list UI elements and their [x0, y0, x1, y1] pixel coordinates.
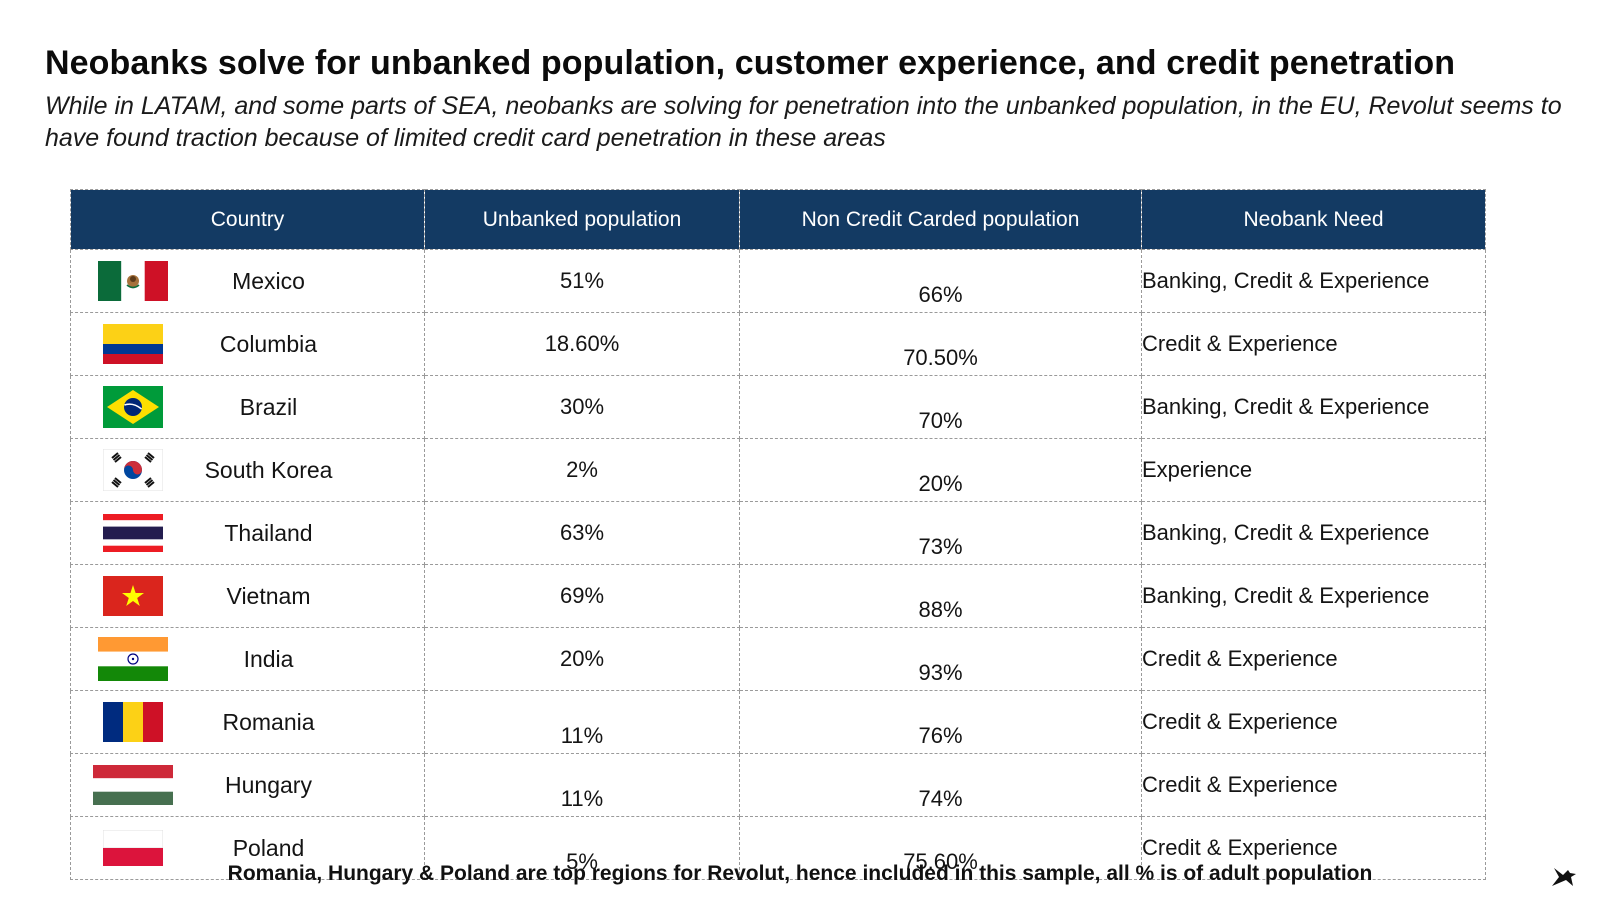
non-credit-carded-value: 66% [739, 249, 1142, 313]
country-name: South Korea [204, 456, 333, 483]
table-header-row: Country Unbanked population Non Credit C… [70, 189, 1486, 250]
colombia-flag-icon [93, 322, 173, 366]
page-title: Neobanks solve for unbanked population, … [45, 44, 1456, 82]
unbanked-value: 2% [424, 438, 740, 502]
non-credit-carded-value: 88% [739, 564, 1142, 628]
country-cell: Mexico [70, 249, 425, 313]
thailand-flag-icon [93, 511, 173, 555]
neobank-need-value: Banking, Credit & Experience [1141, 564, 1486, 628]
neobank-need-table: Country Unbanked population Non Credit C… [70, 189, 1486, 880]
neobank-need-value: Credit & Experience [1141, 627, 1486, 691]
bird-logo-icon [1550, 864, 1578, 888]
country-name: Hungary [225, 771, 312, 798]
non-credit-carded-value: 75.60% [739, 816, 1142, 880]
non-credit-carded-value: 70.50% [739, 312, 1142, 376]
unbanked-value: 63% [424, 501, 740, 565]
country-name: Columbia [219, 330, 318, 357]
non-credit-carded-value: 70% [739, 375, 1142, 439]
header-non-credit-carded-population: Non Credit Carded population [739, 189, 1142, 250]
neobank-need-value: Banking, Credit & Experience [1141, 375, 1486, 439]
country-name: Mexico [232, 267, 305, 294]
unbanked-value: 69% [424, 564, 740, 628]
table-row: South Korea 2% 20% Experience [70, 438, 1486, 502]
table-row: Romania 11% 76% Credit & Experience [70, 690, 1486, 754]
india-flag-icon [93, 637, 173, 681]
unbanked-value: 18.60% [424, 312, 740, 376]
page-subtitle: While in LATAM, and some parts of SEA, n… [45, 92, 1562, 152]
country-name: India [243, 645, 294, 672]
vietnam-flag-icon [93, 574, 173, 618]
country-cell: Hungary [70, 753, 425, 817]
table-row: Vietnam 69% 88% Banking, Credit & Experi… [70, 564, 1486, 628]
unbanked-value: 11% [424, 753, 740, 817]
non-credit-carded-value: 74% [739, 753, 1142, 817]
non-credit-carded-value: 20% [739, 438, 1142, 502]
country-cell: India [70, 627, 425, 691]
neobank-need-value: Credit & Experience [1141, 753, 1486, 817]
country-name: Brazil [239, 393, 298, 420]
unbanked-value: 30% [424, 375, 740, 439]
country-cell: South Korea [70, 438, 425, 502]
neobank-need-value: Banking, Credit & Experience [1141, 501, 1486, 565]
poland-flag-icon [93, 826, 173, 870]
country-cell: Brazil [70, 375, 425, 439]
header-unbanked-population: Unbanked population [424, 189, 740, 250]
country-cell: Vietnam [70, 564, 425, 628]
romania-flag-icon [93, 700, 173, 744]
unbanked-value: 5% [424, 816, 740, 880]
footnote: Romania, Hungary & Poland are top region… [227, 862, 1373, 885]
unbanked-value: 11% [424, 690, 740, 754]
country-name: Thailand [224, 519, 313, 546]
header-country: Country [70, 189, 425, 250]
country-name: Romania [222, 708, 315, 735]
table-row: Columbia 18.60% 70.50% Credit & Experien… [70, 312, 1486, 376]
unbanked-value: 51% [424, 249, 740, 313]
brazil-flag-icon [93, 385, 173, 429]
non-credit-carded-value: 73% [739, 501, 1142, 565]
country-cell: Poland [70, 816, 425, 880]
south-korea-flag-icon [93, 448, 173, 492]
non-credit-carded-value: 76% [739, 690, 1142, 754]
table-row: Brazil 30% 70% Banking, Credit & Experie… [70, 375, 1486, 439]
neobank-need-value: Banking, Credit & Experience [1141, 249, 1486, 313]
country-cell: Columbia [70, 312, 425, 376]
table-row: Poland 5% 75.60% Credit & Experience [70, 816, 1486, 880]
country-cell: Thailand [70, 501, 425, 565]
country-name: Poland [232, 834, 305, 861]
country-name: Vietnam [226, 582, 311, 609]
mexico-flag-icon [93, 259, 173, 303]
table-row: Thailand 63% 73% Banking, Credit & Exper… [70, 501, 1486, 565]
header-neobank-need: Neobank Need [1141, 189, 1486, 250]
table-row: Mexico 51% 66% Banking, Credit & Experie… [70, 249, 1486, 313]
table-row: Hungary 11% 74% Credit & Experience [70, 753, 1486, 817]
neobank-need-value: Credit & Experience [1141, 312, 1486, 376]
neobank-need-value: Credit & Experience [1141, 690, 1486, 754]
unbanked-value: 20% [424, 627, 740, 691]
country-cell: Romania [70, 690, 425, 754]
table-row: India 20% 93% Credit & Experience [70, 627, 1486, 691]
hungary-flag-icon [93, 763, 173, 807]
non-credit-carded-value: 93% [739, 627, 1142, 691]
neobank-need-value: Experience [1141, 438, 1486, 502]
neobank-need-value: Credit & Experience [1141, 816, 1486, 880]
